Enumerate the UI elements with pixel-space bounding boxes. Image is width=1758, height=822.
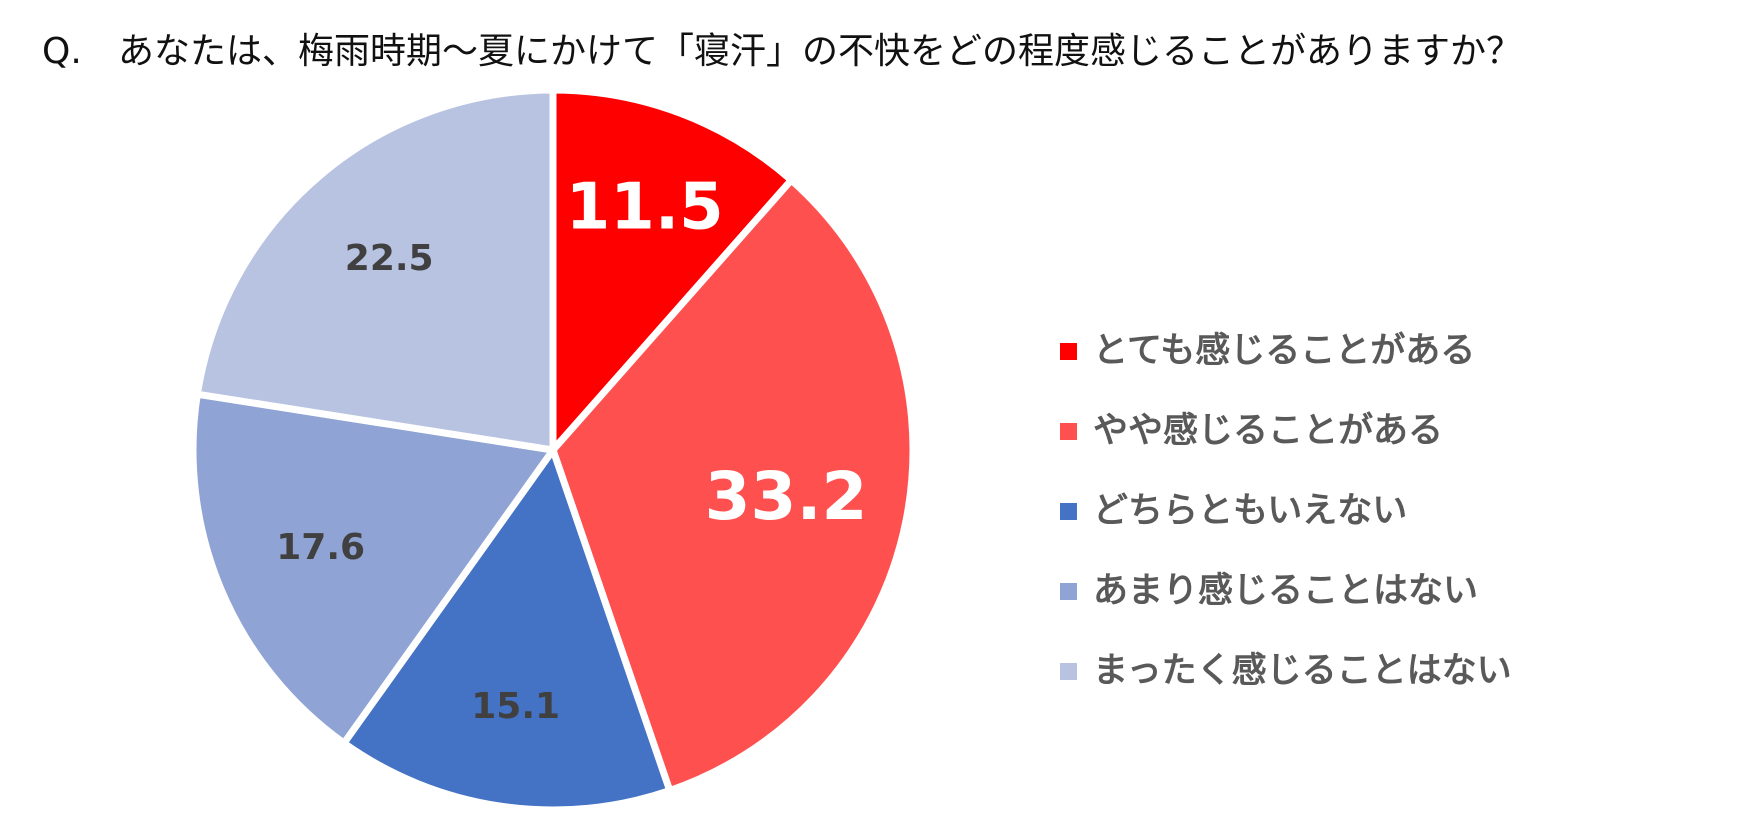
legend-swatch (1060, 583, 1077, 600)
slice-value-label: 15.1 (471, 686, 560, 727)
legend-label: とても感じることがある (1093, 331, 1476, 371)
legend-item: あまり感じることはない (1060, 566, 1512, 646)
pie-slice (189, 390, 557, 747)
legend-item: どちらともいえない (1060, 486, 1512, 566)
pie-slice (549, 176, 917, 795)
slice-value-label: 33.2 (705, 458, 868, 535)
slice-value-label: 22.5 (345, 238, 434, 279)
legend-item: とても感じることがある (1060, 326, 1512, 406)
slice-value-label: 17.6 (276, 527, 365, 568)
legend-item: まったく感じることはない (1060, 646, 1512, 726)
legend-swatch (1060, 663, 1077, 680)
question-title: Q. あなたは、梅雨時期～夏にかけて「寝汗」の不快をどの程度感じることがありますか… (42, 30, 1522, 74)
question-prefix: Q. (42, 31, 82, 72)
legend-label: まったく感じることはない (1093, 651, 1512, 691)
legend-swatch (1060, 503, 1077, 520)
legend-label: やや感じることがある (1093, 411, 1444, 451)
question-text: あなたは、梅雨時期～夏にかけて「寝汗」の不快をどの程度感じることがありますか？ (118, 31, 1523, 72)
pie-slice (340, 446, 674, 814)
pie-slice (549, 86, 795, 454)
legend-swatch (1060, 423, 1077, 440)
legend-label: どちらともいえない (1093, 491, 1408, 531)
legend-item: やや感じることがある (1060, 406, 1512, 486)
legend-swatch (1060, 343, 1077, 360)
chart-legend: とても感じることがある やや感じることがある どちらともいえない あまり感じるこ… (1060, 326, 1512, 726)
legend-label: あまり感じることはない (1093, 571, 1479, 611)
slice-value-label: 11.5 (566, 171, 724, 245)
pie-slice (193, 86, 557, 454)
